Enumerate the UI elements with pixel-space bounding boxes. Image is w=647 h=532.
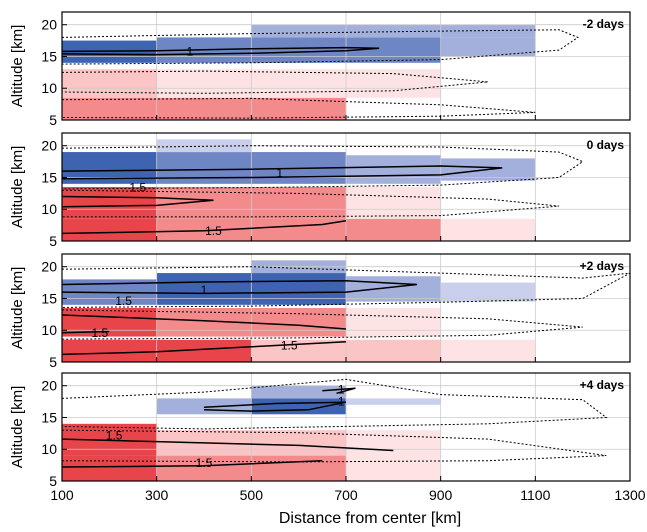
y-tick-label: 20	[41, 259, 57, 275]
heat-cell	[346, 187, 441, 219]
contour-label: 1.5	[196, 456, 213, 470]
heat-cell	[346, 155, 441, 184]
y-tick-label: 15	[41, 409, 57, 425]
panel-title: +2 days	[580, 259, 625, 273]
contour-line	[61, 429, 607, 463]
contour-line	[61, 459, 323, 468]
y-tick-label: 20	[41, 378, 57, 394]
heat-cell	[346, 430, 441, 456]
y-tick-label: 20	[41, 138, 57, 154]
x-axis: 100 300 500 700 900 1100 1300	[50, 487, 645, 503]
contour-line	[61, 330, 110, 334]
heat-cell	[346, 398, 441, 405]
y-tick-label: 5	[49, 354, 57, 370]
contour-label: 1	[186, 44, 193, 58]
panel-title: +4 days	[580, 378, 625, 392]
contour-line	[61, 165, 503, 180]
contour-line	[61, 29, 579, 65]
contour-line	[61, 279, 418, 295]
contour-line	[203, 401, 347, 412]
heat-cell	[440, 339, 536, 362]
y-tick-label: 10	[41, 441, 57, 457]
contour-label: 1.5	[205, 224, 222, 238]
y-tick-label: 15	[41, 290, 57, 306]
heat-cell	[251, 385, 346, 399]
contour-line	[61, 189, 560, 218]
y-tick-label: 5	[49, 112, 57, 128]
x-tick-label: 300	[145, 487, 169, 503]
y-axis-label: Altitude [km]	[9, 25, 26, 108]
panel-title: -2 days	[583, 17, 625, 31]
x-tick-label: 700	[334, 487, 358, 503]
y-axis-label: Altitude [km]	[9, 267, 26, 350]
contour-label: 1	[338, 395, 345, 409]
heat-cell	[346, 455, 441, 481]
contour-line	[61, 309, 583, 340]
heat-cell	[62, 97, 346, 120]
heat-cell	[62, 218, 157, 241]
heat-cell	[62, 69, 157, 98]
y-axis-label: Altitude [km]	[9, 386, 26, 469]
contour-label: 1.5	[92, 326, 109, 340]
contour-label: 1.5	[281, 338, 298, 352]
heat-cell	[440, 282, 536, 302]
panel-title: 0 days	[587, 138, 625, 152]
contour-label: 1.5	[115, 294, 132, 308]
y-axis-label: Altitude [km]	[9, 146, 26, 229]
contour-line	[61, 378, 608, 430]
y-tick-label: 15	[41, 169, 57, 185]
contour-line	[61, 219, 347, 235]
heat-cell	[62, 455, 157, 481]
heat-cell	[251, 398, 346, 415]
y-tick-label: 10	[41, 80, 57, 96]
contour-line	[322, 387, 356, 395]
heat-cell	[440, 218, 536, 241]
y-tick-label: 20	[41, 17, 57, 33]
contour-line	[61, 46, 380, 56]
contour-line	[61, 314, 347, 330]
x-tick-label: 900	[429, 487, 453, 503]
x-tick-label: 100	[50, 487, 74, 503]
y-tick-label: 5	[49, 233, 57, 249]
x-tick-label: 1300	[614, 487, 645, 503]
contour-label: 1	[276, 166, 283, 180]
contour-line	[61, 340, 347, 356]
heat-cell	[62, 187, 157, 219]
y-tick-label: 5	[49, 473, 57, 489]
contour-line	[61, 145, 584, 190]
heat-cell	[346, 276, 441, 302]
heat-cell	[346, 308, 441, 337]
heat-cell	[440, 37, 536, 57]
x-axis-label: Distance from center [km]	[279, 510, 461, 527]
contour-line	[61, 195, 214, 208]
x-tick-label: 1100	[520, 487, 550, 503]
contour-label: 1	[338, 383, 345, 397]
contour-label: 1.5	[106, 428, 123, 442]
y-tick-label: 10	[41, 322, 57, 338]
heat-cell	[156, 398, 252, 415]
heat-cell	[156, 69, 441, 98]
contour-label: 1	[201, 283, 208, 297]
x-tick-label: 500	[240, 487, 264, 503]
contour-line	[61, 438, 394, 452]
heat-cell	[251, 24, 536, 38]
y-tick-label: 10	[41, 201, 57, 217]
contour-label: 1.5	[129, 181, 146, 195]
y-tick-label: 15	[41, 48, 57, 64]
heat-cell	[156, 218, 441, 241]
